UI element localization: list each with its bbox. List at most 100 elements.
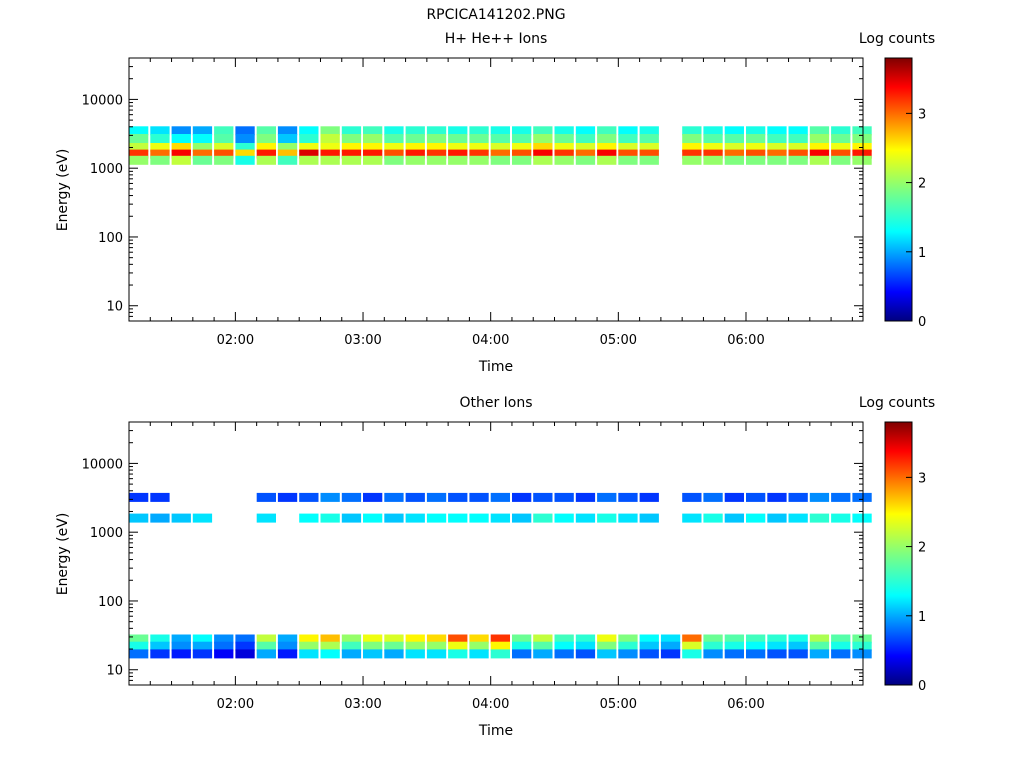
heatmap-cell — [767, 641, 787, 651]
heatmap-cell — [384, 634, 404, 644]
heatmap-cell — [618, 634, 638, 644]
y-tick-label: 1000 — [90, 162, 123, 177]
heatmap-cell — [469, 492, 489, 502]
heatmap-cell — [852, 513, 872, 523]
y-tick-label: 100 — [98, 231, 123, 246]
heatmap-cell — [746, 126, 766, 136]
heatmap-cell — [724, 513, 744, 523]
panel-2-x-axis-label: Time — [478, 723, 513, 739]
heatmap-cell — [767, 143, 787, 152]
heatmap-cell — [618, 649, 638, 659]
heatmap-cell — [597, 649, 617, 659]
heatmap-cell — [597, 492, 617, 502]
heatmap-cell — [512, 513, 532, 523]
heatmap-cell — [618, 143, 638, 152]
heatmap-cell — [512, 126, 532, 136]
heatmap-cell — [384, 149, 404, 159]
heatmap-cell — [809, 634, 830, 644]
heatmap-cell — [746, 149, 766, 159]
heatmap-cell — [724, 149, 744, 159]
heatmap-cell — [639, 149, 659, 159]
panel-2-colorbar — [884, 421, 913, 686]
colorbar-tick-label: 1 — [918, 610, 926, 625]
heatmap-cell — [426, 126, 447, 136]
heatmap-cell — [235, 143, 255, 152]
heatmap-cell — [639, 634, 659, 644]
heatmap-cell — [405, 155, 425, 165]
heatmap-cell — [299, 134, 319, 143]
heatmap-cell — [597, 155, 617, 165]
heatmap-cell — [831, 649, 851, 659]
heatmap-cell — [426, 634, 447, 644]
heatmap-cell — [341, 641, 362, 651]
heatmap-cell — [426, 513, 447, 523]
x-tick-label: 06:00 — [727, 333, 764, 348]
heatmap-cell — [575, 641, 596, 651]
heatmap-cell — [597, 149, 617, 159]
heatmap-cell — [320, 134, 340, 143]
heatmap-cell — [660, 634, 681, 644]
heatmap-cell — [682, 134, 702, 143]
heatmap-cell — [320, 634, 340, 644]
heatmap-cell — [129, 513, 149, 523]
heatmap-cell — [788, 649, 808, 659]
heatmap-cell — [469, 155, 489, 165]
heatmap-cell — [405, 149, 425, 159]
heatmap-cell — [660, 641, 681, 651]
x-tick-label: 02:00 — [217, 697, 254, 712]
y-tick-label: 10000 — [82, 93, 123, 108]
heatmap-cell — [150, 634, 170, 644]
colorbar-tick-label: 2 — [918, 177, 926, 192]
heatmap-cell — [405, 492, 425, 502]
heatmap-cell — [320, 641, 340, 651]
heatmap-cell — [129, 126, 149, 136]
heatmap-cell — [575, 634, 596, 644]
x-tick-label: 03:00 — [344, 333, 381, 348]
heatmap-cell — [171, 126, 191, 136]
heatmap-cell — [320, 143, 340, 152]
heatmap-cell — [831, 492, 851, 502]
heatmap-cell — [299, 649, 319, 659]
heatmap-cell — [320, 126, 340, 136]
heatmap-cell — [767, 149, 787, 159]
heatmap-cell — [277, 641, 298, 651]
heatmap-cell — [171, 149, 191, 159]
heatmap-cell — [426, 649, 447, 659]
heatmap-cell — [597, 143, 617, 152]
heatmap-cell — [171, 649, 191, 659]
heatmap-cell — [192, 126, 213, 136]
heatmap-cell — [618, 155, 638, 165]
heatmap-cell — [788, 155, 808, 165]
heatmap-cell — [703, 134, 723, 143]
heatmap-cell — [490, 149, 510, 159]
heatmap-cell — [426, 641, 447, 651]
heatmap-cell — [533, 513, 553, 523]
heatmap-cell — [256, 149, 276, 159]
heatmap-cell — [299, 143, 319, 152]
heatmap-cell — [597, 641, 617, 651]
heatmap-cell — [214, 155, 234, 165]
heatmap-cell — [384, 134, 404, 143]
heatmap-cell — [767, 155, 787, 165]
heatmap-cell — [554, 143, 574, 152]
heatmap-cell — [129, 634, 149, 644]
y-tick-label: 10 — [106, 664, 123, 679]
heatmap-cell — [809, 641, 830, 651]
heatmap-cell — [256, 155, 276, 165]
heatmap-cell — [214, 134, 234, 143]
heatmap-cell — [767, 634, 787, 644]
heatmap-cell — [746, 492, 766, 502]
heatmap-cell — [703, 492, 723, 502]
heatmap-cell — [150, 143, 170, 152]
heatmap-cell — [703, 634, 723, 644]
heatmap-cell — [767, 649, 787, 659]
heatmap-cell — [490, 492, 510, 502]
heatmap-cell — [192, 155, 213, 165]
heatmap-cell — [788, 634, 808, 644]
heatmap-cell — [384, 155, 404, 165]
heatmap-cell — [171, 513, 191, 523]
heatmap-cell — [831, 126, 851, 136]
heatmap-cell — [171, 634, 191, 644]
panel-h-he-ions: H+ He++ Ions 02:00 03:00 04:00 05:00 06:0010… — [55, 31, 935, 375]
heatmap-cell — [171, 155, 191, 165]
